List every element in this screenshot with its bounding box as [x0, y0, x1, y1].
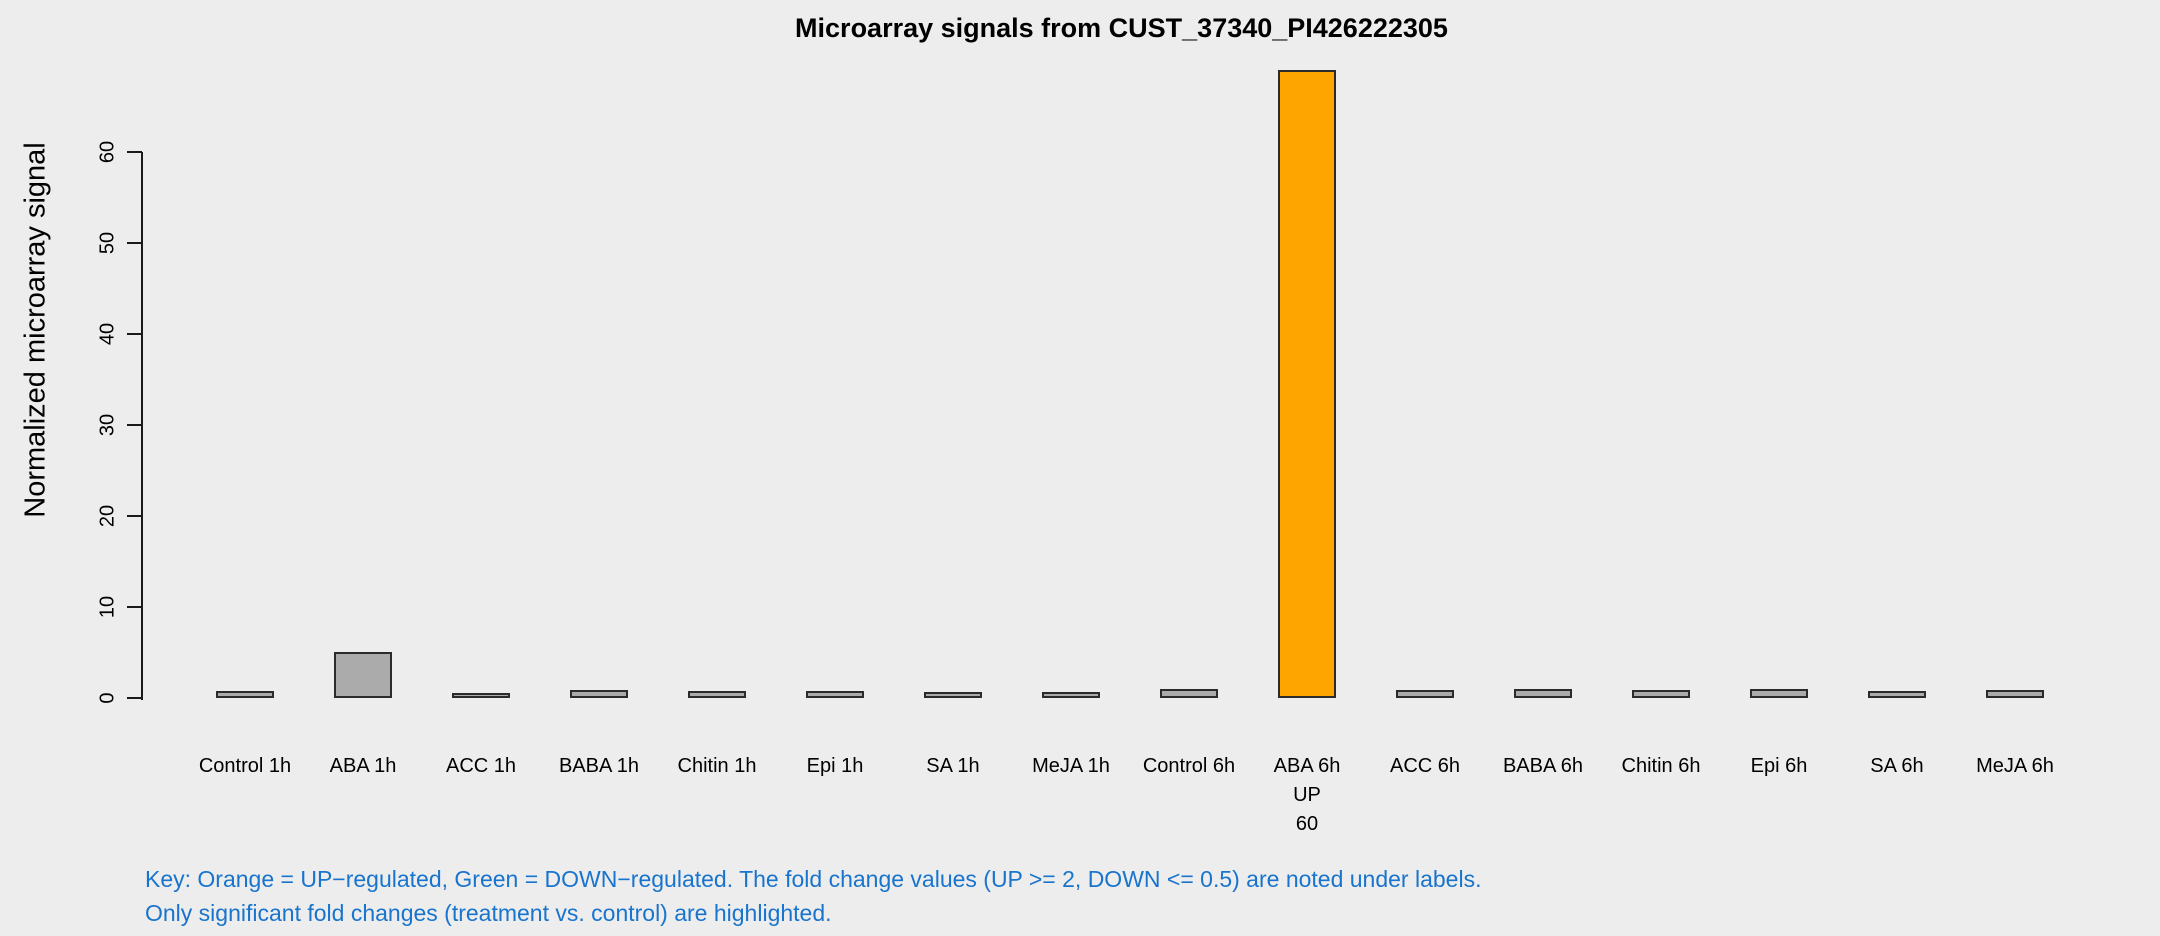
y-tick-label: 40	[96, 322, 119, 346]
x-axis-label-chitin-6h: Chitin 6h	[1602, 752, 1720, 781]
bar-sa-6h	[1868, 691, 1926, 698]
y-tick-label: 60	[96, 140, 119, 164]
y-tick-label: 0	[96, 692, 119, 704]
chart-title: Microarray signals from CUST_37340_PI426…	[795, 13, 1448, 43]
y-tick-label: 20	[96, 504, 119, 528]
x-axis-label-line: MeJA 6h	[1976, 755, 2054, 777]
y-tick	[127, 515, 142, 517]
bar-baba-6h	[1514, 689, 1572, 698]
bar-aba-1h	[334, 652, 392, 698]
y-tick	[127, 333, 142, 335]
x-axis-label-line: ABA 1h	[329, 755, 397, 777]
bar-acc-6h	[1396, 690, 1454, 698]
bar-chitin-6h	[1632, 690, 1690, 698]
x-axis-label-line: MeJA 1h	[1032, 755, 1110, 777]
x-axis-label-line: Epi 6h	[1750, 755, 1808, 777]
x-axis-label-line: Epi 1h	[806, 755, 864, 777]
bar-control-1h	[216, 691, 274, 698]
x-axis-label-line: ACC 6h	[1389, 755, 1461, 777]
legend-key-line2: Only significant fold changes (treatment…	[145, 900, 832, 926]
x-axis-label-line: BABA 1h	[558, 755, 640, 777]
bar-aba-6h	[1278, 70, 1336, 698]
y-tick	[127, 151, 142, 153]
bar-chitin-1h	[688, 691, 746, 698]
y-axis-title: Normalized microarray signal	[19, 142, 52, 518]
bar-acc-1h	[452, 693, 510, 698]
legend-key: Key: Orange = UP−regulated, Green = DOWN…	[145, 862, 1481, 930]
x-axis-label-control-6h: Control 6h	[1130, 752, 1248, 781]
x-axis-label-epi-1h: Epi 1h	[776, 752, 894, 781]
x-axis-label-acc-6h: ACC 6h	[1366, 752, 1484, 781]
x-axis-label-epi-6h: Epi 6h	[1720, 752, 1838, 781]
x-axis-label-line: ABA 6h	[1273, 755, 1341, 777]
x-axis-label-aba-6h: ABA 6h UP 60	[1248, 752, 1366, 839]
x-axis-label-line: ACC 1h	[445, 755, 517, 777]
x-axis-label-line: Control 6h	[1142, 755, 1236, 777]
x-axis-label-line: 60	[1295, 813, 1319, 835]
x-axis-label-line: SA 6h	[1870, 755, 1924, 777]
y-tick-label: 10	[96, 595, 119, 619]
x-axis-label-sa-6h: SA 6h	[1838, 752, 1956, 781]
y-tick	[127, 697, 142, 699]
x-axis-label-line: BABA 6h	[1502, 755, 1584, 777]
x-axis-label-control-1h: Control 1h	[186, 752, 304, 781]
bar-meja-1h	[1042, 692, 1100, 698]
bar-control-6h	[1160, 689, 1218, 698]
y-tick	[127, 424, 142, 426]
x-axis-label-baba-6h: BABA 6h	[1484, 752, 1602, 781]
bar-baba-1h	[570, 690, 628, 698]
x-axis-label-meja-6h: MeJA 6h	[1956, 752, 2074, 781]
x-axis-label-aba-1h: ABA 1h	[304, 752, 422, 781]
x-axis-label-line: Chitin 6h	[1621, 755, 1701, 777]
bar-epi-6h	[1750, 689, 1808, 698]
y-tick	[127, 242, 142, 244]
x-axis-label-acc-1h: ACC 1h	[422, 752, 540, 781]
y-tick-label: 50	[96, 231, 119, 255]
x-axis-label-line: Control 1h	[198, 755, 292, 777]
x-axis-label-sa-1h: SA 1h	[894, 752, 1012, 781]
x-axis-label-line: SA 1h	[926, 755, 980, 777]
bar-sa-1h	[924, 692, 982, 698]
y-tick	[127, 606, 142, 608]
bar-epi-1h	[806, 691, 864, 698]
x-axis-label-line: UP	[1293, 784, 1321, 806]
x-axis-label-chitin-1h: Chitin 1h	[658, 752, 776, 781]
bar-meja-6h	[1986, 690, 2044, 698]
y-axis-line	[141, 152, 143, 700]
x-axis-label-meja-1h: MeJA 1h	[1012, 752, 1130, 781]
legend-key-line1: Key: Orange = UP−regulated, Green = DOWN…	[145, 866, 1482, 892]
y-tick-label: 30	[96, 413, 119, 437]
x-axis-label-baba-1h: BABA 1h	[540, 752, 658, 781]
x-axis-label-line: Chitin 1h	[677, 755, 757, 777]
